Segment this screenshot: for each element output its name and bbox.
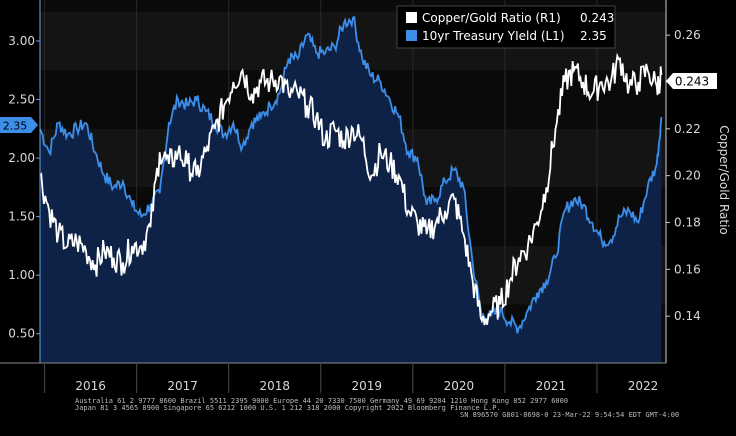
legend-last-copper-gold: 0.243 [580,11,614,25]
x-tick-label: 2019 [352,379,383,393]
x-axis-ticks: 2016 2017 2018 2019 2020 2021 2022 [44,363,659,393]
x-tick-label: 2017 [167,379,198,393]
right-tick-label: 0.18 [674,215,701,229]
x-tick-label: 2021 [536,379,567,393]
copper-gold-ratio-line [39,52,663,326]
left-last-value: 2.35 [3,120,28,133]
axes [0,0,667,364]
legend-label-treasury: 10yr Treasury YIeld (L1) [422,29,565,43]
right-tick-label: 0.22 [674,122,701,136]
left-tick-label: 2.50 [8,93,35,107]
right-tick-label: 0.14 [674,309,701,323]
left-tick-label: 3.00 [8,34,35,48]
legend-last-treasury: 2.35 [580,29,607,43]
left-tick-label: 0.50 [8,327,35,341]
x-tick-label: 2016 [75,379,106,393]
treasury-area [40,17,662,363]
right-axis-ticks: 0.260.240.220.200.180.160.14 [666,28,701,323]
footer-line-1: Australia 61 2 9777 8600 Brazil 5511 239… [75,397,568,405]
left-tick-label: 1.00 [8,268,35,282]
footer-line-3: SN 896570 G801-8698-0 23-Mar-22 9:54:54 … [460,411,679,419]
footer-line-2: Japan 81 3 4565 8900 Singapore 65 6212 1… [75,404,501,412]
left-axis-ticks: 3.00 2.50 2.00 1.50 1.00 0.50 [8,34,40,341]
legend-swatch-copper-gold [406,12,417,23]
legend: Copper/Gold Ratio (R1) 0.243 10yr Treasu… [396,5,616,49]
legend-swatch-treasury [406,30,417,41]
series-lines [39,15,663,334]
right-tick-label: 0.26 [674,28,701,42]
left-last-value-tag: 2.35 [0,117,38,133]
right-last-value: 0.243 [675,75,709,89]
x-tick-label: 2020 [444,379,475,393]
right-last-value-tag: 0.243 [666,73,717,89]
right-tick-label: 0.20 [674,169,701,183]
x-tick-label: 2018 [259,379,290,393]
x-tick-label: 2022 [628,379,659,393]
legend-label-copper-gold: Copper/Gold Ratio (R1) [422,11,561,25]
right-tick-label: 0.16 [674,262,701,276]
plot-band [40,0,666,12]
treasury-area-fill [40,17,662,363]
left-tick-label: 1.50 [8,210,35,224]
left-tick-label: 2.00 [8,151,35,165]
right-axis-label: Copper/Gold Ratio [717,125,731,235]
treasury-yield-line [39,15,663,334]
